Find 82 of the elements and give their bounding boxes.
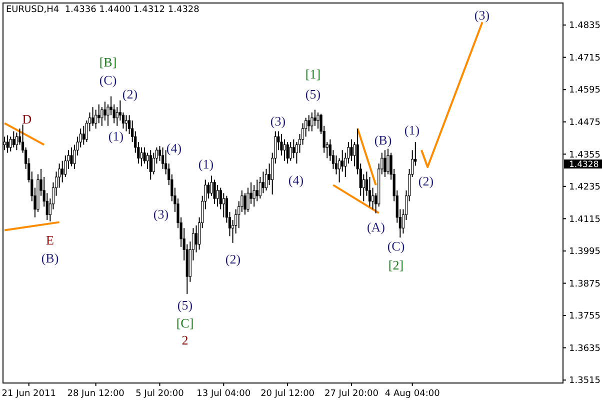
candlestick	[98, 104, 100, 124]
candlestick	[140, 146, 143, 167]
annotation: (2)	[122, 86, 138, 102]
candlestick	[216, 184, 219, 208]
candlestick	[82, 125, 85, 146]
candlestick	[61, 160, 64, 183]
candlestick	[314, 109, 316, 126]
candlestick	[149, 150, 152, 180]
candlestick	[12, 130, 15, 148]
candlestick	[289, 142, 292, 162]
text: 1.4328	[569, 160, 599, 170]
candlestick	[124, 114, 128, 132]
y-tick-label: 1.3635	[569, 344, 600, 354]
candlestick	[256, 179, 258, 202]
candlestick	[286, 142, 289, 164]
candlestick	[384, 150, 386, 178]
x-tick-label: 20 Jul 12:00	[260, 389, 315, 399]
candlestick	[222, 192, 225, 218]
y-tick-label: 1.3755	[569, 312, 600, 322]
annotation: (1)	[108, 128, 124, 144]
annotation: [C]	[176, 316, 194, 331]
annotation: (C)	[387, 238, 405, 254]
annotation: (3)	[474, 8, 490, 23]
x-tick-label: 13 Jul 04:00	[196, 389, 251, 399]
annotation: (4)	[288, 172, 304, 188]
annotation: E	[46, 232, 54, 248]
annotation: (5)	[177, 298, 193, 313]
candlestick	[350, 138, 353, 162]
candlestick	[371, 187, 374, 210]
candlestick	[283, 138, 286, 162]
annotation: 2	[182, 332, 188, 348]
annotation: (B)	[374, 132, 392, 148]
y-tick-label: 1.4235	[569, 182, 600, 193]
candlestick	[207, 182, 210, 200]
annotation: [B]	[99, 54, 117, 70]
y-tick-label: 1.4355	[569, 150, 600, 160]
chart-title: EURUSD,H4 1.4336 1.4400 1.4312 1.4328	[6, 5, 200, 15]
candlestick	[146, 152, 149, 170]
x-tick-label: 4 Aug 04:00	[384, 389, 440, 399]
candlestick	[194, 224, 198, 253]
y-tick-label: 1.4715	[569, 53, 600, 64]
candlestick	[104, 101, 106, 122]
y-tick-label: 1.4835	[569, 21, 600, 32]
annotation: D	[22, 112, 32, 127]
x-tick-label: 27 Jul 20:00	[324, 389, 379, 399]
candlestick	[6, 134, 9, 154]
candlestick	[210, 175, 213, 196]
annotation: (A)	[366, 220, 386, 235]
candlestick	[310, 112, 314, 132]
y-tick-label: 1.3995	[569, 247, 600, 258]
x-tick-label: 5 Jul 20:00	[136, 389, 184, 399]
candlestick	[244, 192, 246, 216]
annotation: (4)	[166, 140, 182, 156]
y-tick-label: 1.4475	[569, 118, 600, 128]
annotation: (C)	[99, 72, 117, 88]
candlestick	[386, 148, 390, 175]
x-tick-label: 28 Jun 12:00	[67, 389, 125, 399]
candlestick	[308, 114, 310, 132]
annotation: (2)	[225, 252, 241, 267]
y-tick-label: 1.3515	[569, 376, 600, 386]
candlestick	[70, 146, 73, 167]
annotation: (2)	[418, 174, 434, 189]
annotation: (1)	[404, 122, 420, 138]
candlestick	[91, 106, 94, 126]
candlestick	[292, 138, 295, 159]
annotation: (5)	[305, 86, 321, 102]
annotation: [1]	[305, 66, 321, 82]
annotation: (B)	[41, 250, 59, 266]
candlestick	[262, 171, 265, 194]
annotation: [2]	[388, 258, 404, 273]
y-tick-label: 1.4115	[569, 214, 600, 225]
annotation: (1)	[198, 156, 214, 172]
y-tick-label: 1.4595	[569, 86, 600, 96]
annotation: (3)	[153, 206, 169, 222]
candlestick	[15, 132, 18, 151]
x-tick-label: 21 Jun 2011	[2, 389, 56, 399]
candlestick	[213, 179, 216, 204]
annotation: (3)	[270, 114, 286, 129]
candlestick	[353, 142, 356, 167]
candlestick	[316, 112, 320, 130]
y-tick-label: 1.3875	[569, 279, 600, 290]
candlestick	[341, 150, 344, 172]
